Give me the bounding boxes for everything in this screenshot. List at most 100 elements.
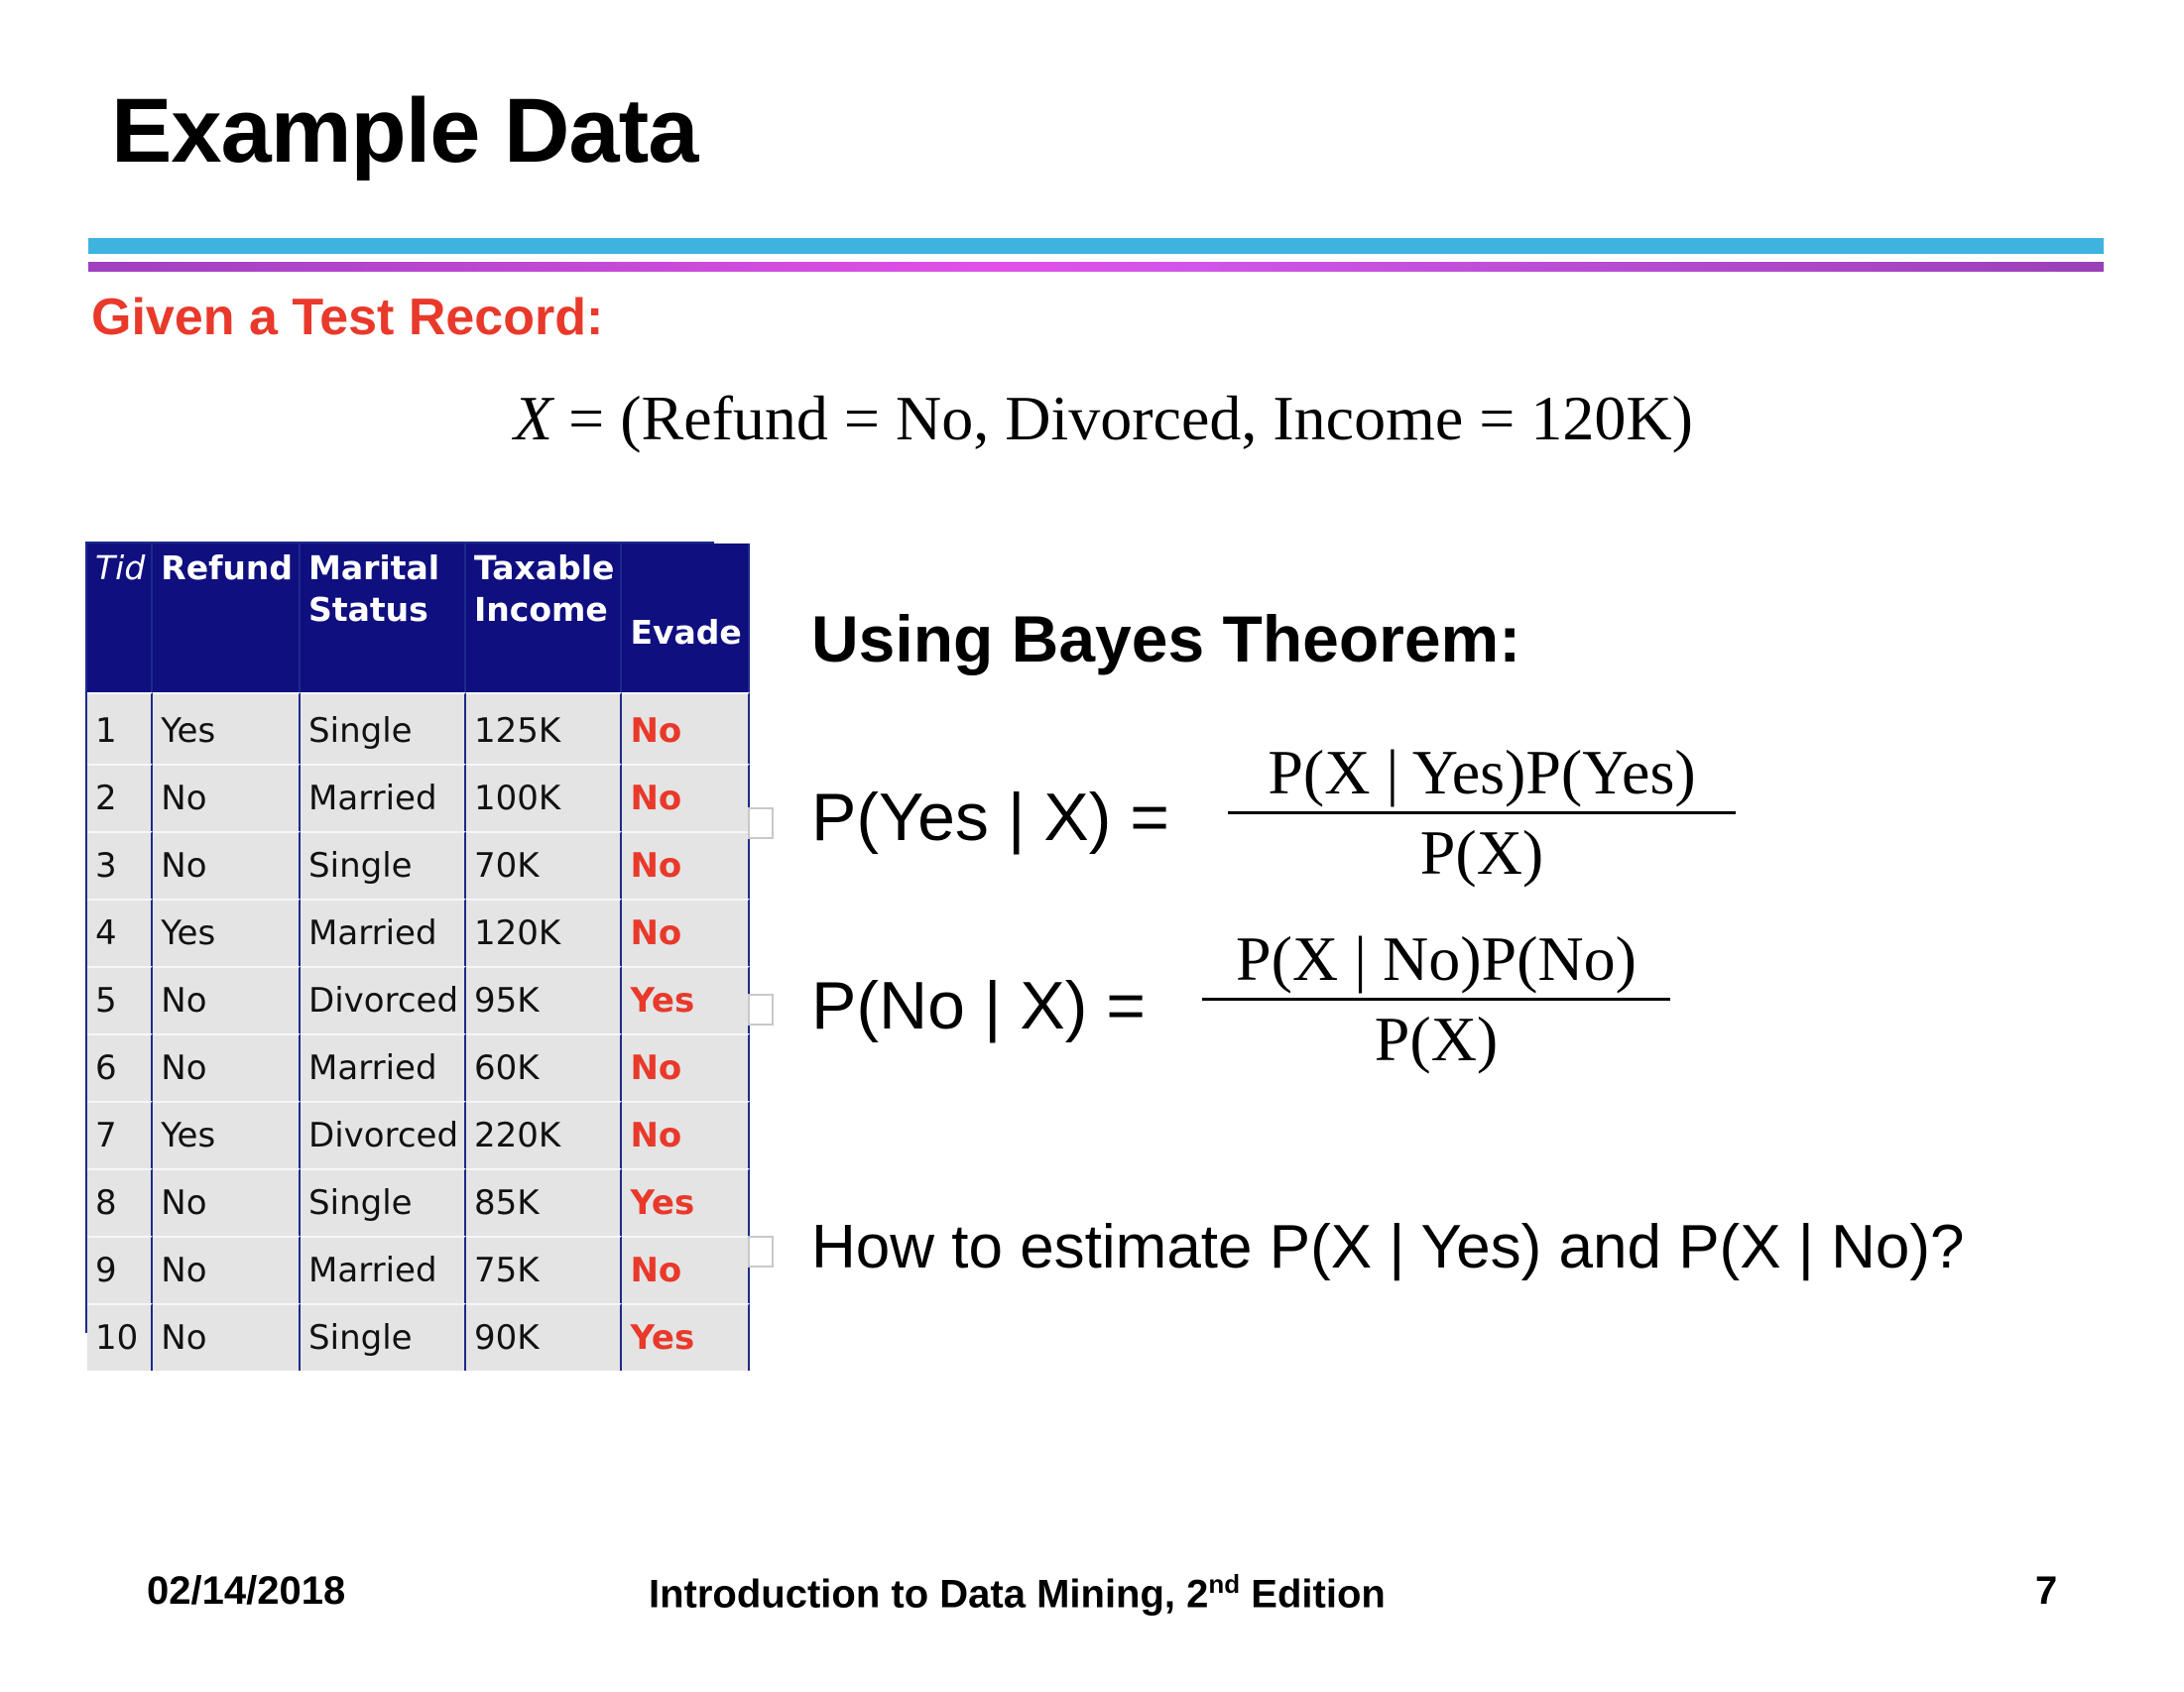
- cell-refund: Yes: [153, 899, 302, 966]
- test-record-heading: Given a Test Record:: [91, 289, 604, 346]
- cell-refund: No: [153, 966, 302, 1033]
- data-table: Tid Refund Marital Status Taxable Income E…: [87, 544, 750, 1371]
- cell-marital-status: Single: [301, 1303, 467, 1371]
- cell-tid: 3: [87, 831, 154, 899]
- cell-marital-status: Married: [301, 1033, 467, 1101]
- cell-evade: Yes: [622, 966, 750, 1033]
- footer-book-post: Edition: [1240, 1572, 1386, 1617]
- data-table-container: Tid Refund Marital Status Taxable Income E…: [85, 542, 750, 1371]
- slide-title: Example Data: [111, 80, 698, 181]
- cell-evade: Yes: [622, 1168, 750, 1236]
- cell-taxable-income: 85K: [466, 1168, 623, 1236]
- table-row: 6 No Married 60K No: [87, 1033, 750, 1101]
- cell-tid: 8: [87, 1168, 154, 1236]
- footer-book-title: Introduction to Data Mining, 2nd Edition: [649, 1569, 1386, 1617]
- cell-taxable-income: 95K: [466, 966, 623, 1033]
- cell-refund: No: [153, 1236, 302, 1303]
- cell-evade: No: [622, 1101, 750, 1168]
- bayes-heading: Using Bayes Theorem:: [811, 602, 1521, 675]
- cell-refund: Yes: [153, 692, 302, 764]
- eq-yes-lhs: P(Yes | X) =: [811, 780, 1169, 855]
- table-row: 7 Yes Divorced 220K No: [87, 1101, 750, 1168]
- cell-tid: 7: [87, 1101, 154, 1168]
- test-record-formula: X = (Refund = No, Divorced, Income = 120…: [514, 382, 1693, 455]
- cell-marital-status: Divorced: [301, 966, 467, 1033]
- cell-taxable-income: 90K: [466, 1303, 623, 1371]
- cell-taxable-income: 120K: [466, 899, 623, 966]
- table-row: 8 No Single 85K Yes: [87, 1168, 750, 1236]
- footer-page-number: 7: [2035, 1569, 2058, 1613]
- table-row: 4 Yes Married 120K No: [87, 899, 750, 966]
- header-evade: Evade: [622, 544, 750, 692]
- eq-yes-numerator: P(X | Yes)P(Yes): [1268, 737, 1696, 807]
- header-marital-line1: Marital: [308, 548, 440, 587]
- cell-tid: 6: [87, 1033, 154, 1101]
- cell-refund: No: [153, 1033, 302, 1101]
- cell-refund: No: [153, 764, 302, 831]
- cell-refund: Yes: [153, 1101, 302, 1168]
- cell-evade: No: [622, 831, 750, 899]
- eq-no-lhs: P(No | X) =: [811, 968, 1146, 1043]
- cell-tid: 9: [87, 1236, 154, 1303]
- test-record-variable: X: [514, 383, 553, 453]
- header-refund: Refund: [153, 544, 302, 692]
- cell-evade: Yes: [622, 1303, 750, 1371]
- eq-no-denominator: P(X): [1374, 1004, 1499, 1074]
- cell-marital-status: Single: [301, 1168, 467, 1236]
- eq-yes-denominator: P(X): [1419, 817, 1544, 888]
- bullet-box-icon: [748, 807, 774, 839]
- bullet-box-icon: [748, 994, 774, 1026]
- header-taxable-income: Taxable Income: [466, 544, 623, 692]
- table-row: 1 Yes Single 125K No: [87, 692, 750, 764]
- footer-book-sup: nd: [1208, 1569, 1241, 1599]
- test-record-expression: (Refund = No, Divorced, Income = 120K): [620, 383, 1693, 453]
- cell-evade: No: [622, 764, 750, 831]
- eq-yes-fraction: P(X | Yes)P(Yes) P(X): [1228, 736, 1736, 890]
- cell-tid: 2: [87, 764, 154, 831]
- cell-taxable-income: 75K: [466, 1236, 623, 1303]
- cell-refund: No: [153, 1303, 302, 1371]
- cell-refund: No: [153, 1168, 302, 1236]
- cell-taxable-income: 60K: [466, 1033, 623, 1101]
- cell-taxable-income: 125K: [466, 692, 623, 764]
- cell-evade: No: [622, 899, 750, 966]
- cell-tid: 1: [87, 692, 154, 764]
- cell-evade: No: [622, 692, 750, 764]
- eq-no-numerator: P(X | No)P(No): [1236, 923, 1637, 994]
- estimate-question: How to estimate P(X | Yes) and P(X | No)…: [811, 1213, 1965, 1281]
- title-rule-purple: [88, 262, 2104, 272]
- table-row: 9 No Married 75K No: [87, 1236, 750, 1303]
- table-row: 3 No Single 70K No: [87, 831, 750, 899]
- cell-marital-status: Single: [301, 692, 467, 764]
- table-row: 2 No Married 100K No: [87, 764, 750, 831]
- cell-marital-status: Married: [301, 764, 467, 831]
- title-rule-blue: [88, 238, 2104, 254]
- cell-refund: No: [153, 831, 302, 899]
- cell-marital-status: Single: [301, 831, 467, 899]
- eq-no-fraction: P(X | No)P(No) P(X): [1202, 922, 1670, 1076]
- table-header-row: Tid Refund Marital Status Taxable Income E…: [87, 544, 750, 692]
- cell-marital-status: Divorced: [301, 1101, 467, 1168]
- header-marital-status: Marital Status: [301, 544, 467, 692]
- footer-date: 02/14/2018: [147, 1569, 346, 1613]
- cell-tid: 5: [87, 966, 154, 1033]
- table-row: 5 No Divorced 95K Yes: [87, 966, 750, 1033]
- cell-marital-status: Married: [301, 899, 467, 966]
- cell-evade: No: [622, 1236, 750, 1303]
- eq-yes-fraction-bar: [1228, 811, 1736, 814]
- table-row: 10 No Single 90K Yes: [87, 1303, 750, 1371]
- cell-taxable-income: 220K: [466, 1101, 623, 1168]
- cell-taxable-income: 100K: [466, 764, 623, 831]
- cell-taxable-income: 70K: [466, 831, 623, 899]
- header-tid: Tid: [87, 544, 154, 692]
- header-taxable-line2: Income: [474, 590, 608, 629]
- header-taxable-line1: Taxable: [474, 548, 615, 587]
- bullet-box-icon: [748, 1236, 774, 1268]
- test-record-equals: =: [568, 383, 605, 453]
- footer-book-pre: Introduction to Data Mining, 2: [649, 1572, 1209, 1617]
- cell-tid: 10: [87, 1303, 154, 1371]
- eq-no-fraction-bar: [1202, 998, 1670, 1001]
- cell-evade: No: [622, 1033, 750, 1101]
- cell-marital-status: Married: [301, 1236, 467, 1303]
- header-marital-line2: Status: [308, 590, 428, 629]
